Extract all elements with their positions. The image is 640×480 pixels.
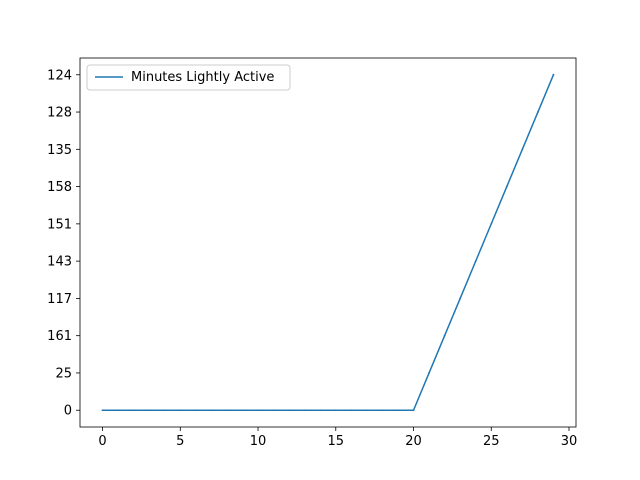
data-point: [101, 409, 104, 412]
y-tick-label: 161: [47, 329, 72, 344]
data-point: [194, 409, 197, 412]
data-point: [117, 409, 119, 412]
legend-box: [86, 64, 291, 91]
data-point: [163, 409, 166, 412]
x-tick-label: 20: [405, 434, 422, 449]
x-tick-label: 25: [483, 434, 500, 449]
y-tick-label: 25: [55, 366, 72, 381]
x-axis-ticks: 0 5 10 15 20 25 30: [98, 427, 577, 449]
data-point: [334, 409, 337, 412]
data-point: [443, 334, 446, 337]
data-point: [474, 260, 477, 263]
y-tick-label: 158: [47, 180, 72, 195]
y-tick-label: 124: [47, 68, 72, 83]
data-point: [552, 73, 555, 76]
data-point: [148, 409, 151, 412]
data-point: [272, 409, 275, 412]
y-axis-ticks: 0 25 161 117 143 151 158 135 128 124: [47, 68, 80, 419]
series-layer: [101, 73, 555, 412]
data-point: [257, 409, 259, 412]
data-point: [350, 409, 353, 412]
x-tick-label: 15: [328, 434, 345, 449]
data-point: [241, 409, 244, 412]
data-point: [319, 409, 322, 412]
y-tick-label: 128: [47, 106, 72, 121]
data-point: [381, 409, 384, 412]
data-point: [303, 409, 306, 412]
data-point: [210, 409, 213, 412]
legend: Minutes Lightly Active: [86, 64, 291, 91]
plot-area: [80, 58, 576, 427]
data-point: [226, 409, 228, 412]
data-point: [132, 409, 135, 412]
data-point: [505, 185, 508, 188]
y-tick-label: 135: [47, 143, 72, 158]
data-point: [288, 409, 291, 412]
x-tick-label: 30: [561, 434, 578, 449]
y-tick-label: 0: [64, 404, 72, 419]
y-tick-label: 151: [47, 217, 72, 232]
data-point: [179, 409, 182, 412]
y-tick-label: 117: [47, 292, 72, 307]
series-line: [101, 73, 555, 411]
x-tick-label: 5: [176, 434, 184, 449]
data-point: [490, 222, 493, 225]
data-point: [521, 148, 524, 151]
data-point: [365, 409, 368, 412]
data-point: [459, 297, 462, 300]
legend-label: Minutes Lightly Active: [131, 70, 274, 85]
x-tick-label: 0: [98, 434, 106, 449]
data-point: [428, 372, 430, 374]
y-tick-label: 143: [47, 255, 72, 270]
data-point: [412, 409, 415, 412]
x-tick-label: 10: [250, 434, 267, 449]
data-point: [397, 409, 399, 412]
plot-frame: [79, 57, 577, 428]
data-point: [537, 111, 539, 113]
